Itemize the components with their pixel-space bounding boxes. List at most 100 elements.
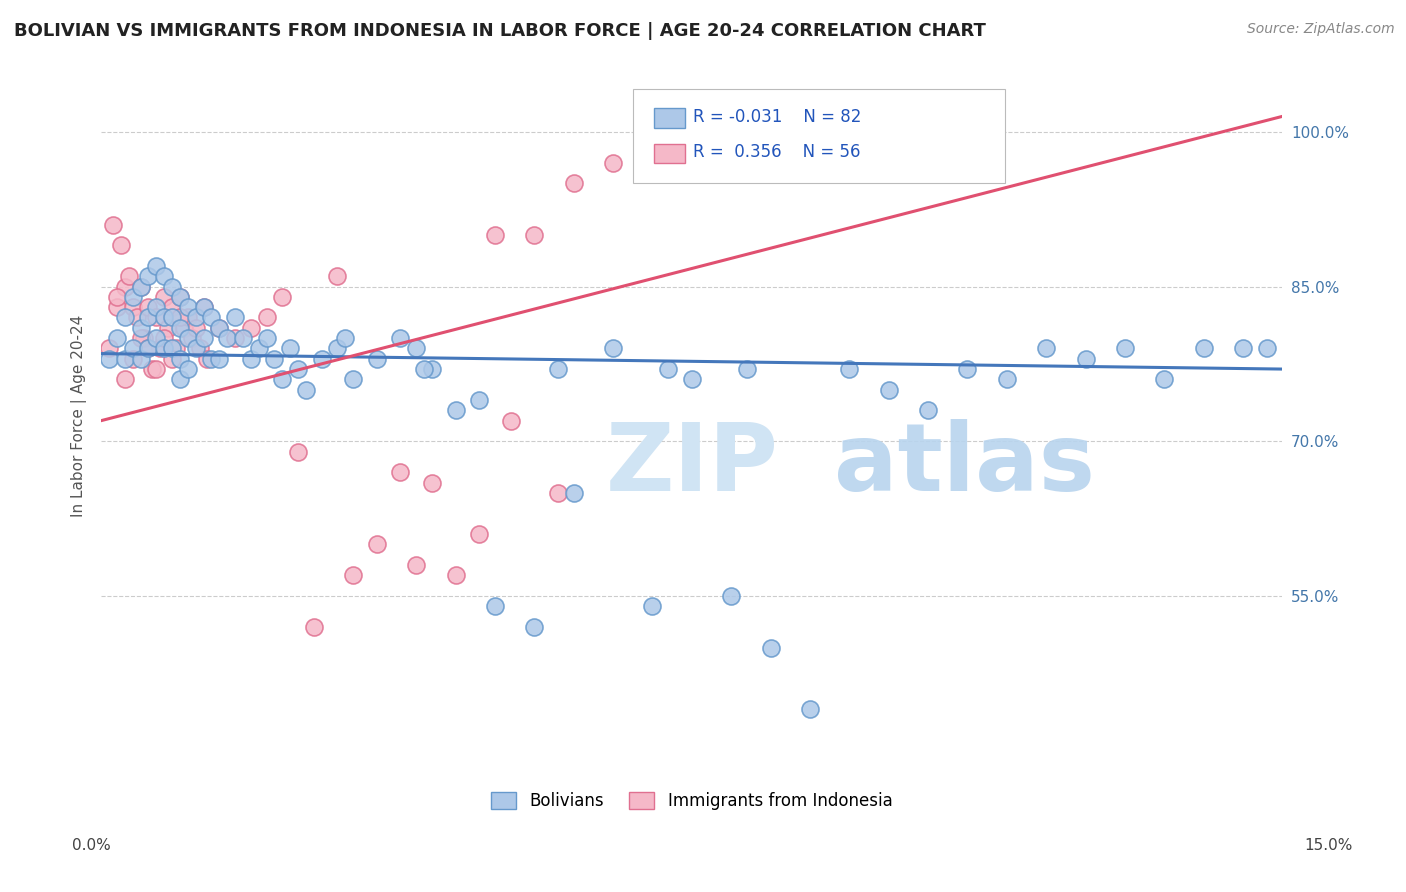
Point [169,372,191,386]
Point [547,362,569,376]
Point [145,310,167,325]
Point [177,300,200,314]
Point [657,362,679,376]
Point [247,342,270,356]
Point [263,351,285,366]
Point [105,331,128,345]
Point [232,331,254,345]
Point [342,372,364,386]
Point [177,310,200,325]
Point [169,320,191,334]
Point [169,351,191,366]
Point [105,290,128,304]
Point [138,342,160,356]
Point [326,269,349,284]
Point [145,331,167,345]
Point [956,362,979,376]
Point [153,269,176,284]
Point [1232,342,1254,356]
Point [153,310,176,325]
Point [169,310,191,325]
Text: Source: ZipAtlas.com: Source: ZipAtlas.com [1247,22,1395,37]
Point [523,620,546,634]
Point [302,620,325,634]
Point [114,351,136,366]
Point [177,362,200,376]
Point [1074,351,1097,366]
Point [157,320,180,334]
Text: ZIP: ZIP [606,419,779,511]
Point [335,331,357,345]
Point [1192,342,1215,356]
Text: 0.0%: 0.0% [72,838,111,854]
Point [180,331,202,345]
Point [468,392,491,407]
Point [271,372,294,386]
Point [1256,342,1278,356]
Point [602,342,624,356]
Point [389,331,412,345]
Point [129,279,152,293]
Point [129,320,152,334]
Point [295,383,318,397]
Point [995,372,1018,386]
Text: 15.0%: 15.0% [1305,838,1353,854]
Point [838,362,860,376]
Point [101,218,124,232]
Point [1114,342,1136,356]
Point [177,331,200,345]
Point [271,290,294,304]
Point [129,331,152,345]
Point [287,444,309,458]
Point [173,320,195,334]
Point [917,403,939,417]
Text: R =  0.356    N = 56: R = 0.356 N = 56 [693,143,860,161]
Point [153,342,176,356]
Text: BOLIVIAN VS IMMIGRANTS FROM INDONESIA IN LABOR FORCE | AGE 20-24 CORRELATION CHA: BOLIVIAN VS IMMIGRANTS FROM INDONESIA IN… [14,22,986,40]
Point [153,290,176,304]
Point [160,310,183,325]
Point [98,351,121,366]
Point [1035,342,1057,356]
Point [208,320,231,334]
Point [444,568,467,582]
Point [547,486,569,500]
Point [799,702,821,716]
Point [110,238,132,252]
Point [138,269,160,284]
Point [121,342,143,356]
Point [141,362,163,376]
Point [160,279,183,293]
Point [134,331,156,345]
Point [562,177,585,191]
Point [366,351,388,366]
Y-axis label: In Labor Force | Age 20-24: In Labor Force | Age 20-24 [72,314,87,516]
Point [200,351,222,366]
Point [105,300,128,314]
Legend: Bolivians, Immigrants from Indonesia: Bolivians, Immigrants from Indonesia [485,785,898,816]
Point [188,342,211,356]
Point [239,351,262,366]
Point [562,486,585,500]
Point [420,362,443,376]
Point [145,259,167,273]
Point [169,290,191,304]
Text: atlas: atlas [834,419,1094,511]
Point [193,300,215,314]
Point [499,414,522,428]
Point [200,310,222,325]
Point [160,300,183,314]
Point [224,310,246,325]
Point [256,310,278,325]
Point [484,227,506,242]
Text: R = -0.031    N = 82: R = -0.031 N = 82 [693,108,862,126]
Point [169,290,191,304]
Point [129,279,152,293]
Point [184,310,207,325]
Point [1153,372,1175,386]
Point [413,362,436,376]
Point [287,362,309,376]
Point [98,342,121,356]
Point [138,300,160,314]
Point [125,310,148,325]
